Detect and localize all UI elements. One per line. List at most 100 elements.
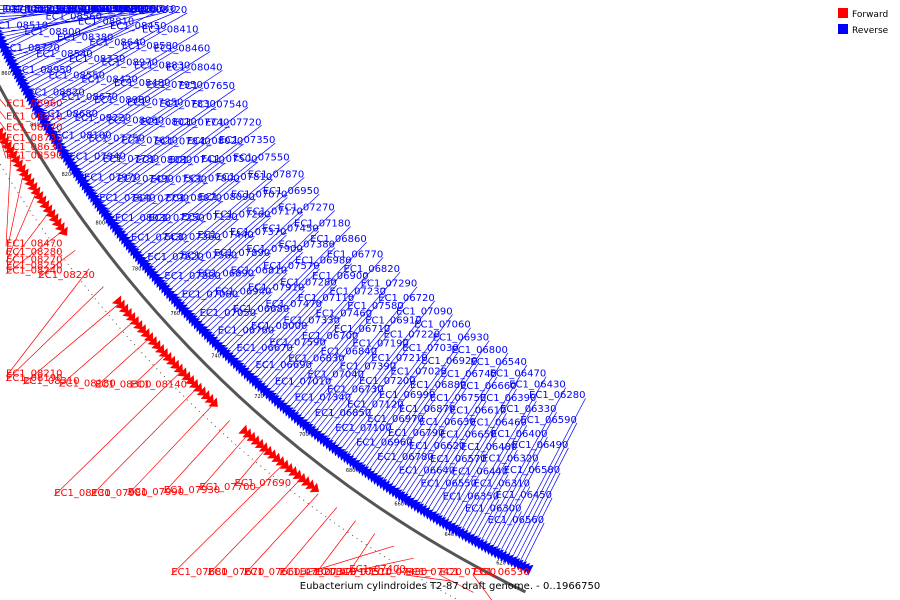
gene-leader-line: [25, 24, 135, 85]
ruler-dot: [239, 447, 241, 449]
gene-leader-line: [220, 294, 272, 346]
ruler-tick-label: 720 kbp: [254, 394, 274, 400]
reverse-gene-label: EC1_06760: [218, 326, 274, 337]
forward-gene-label: EC1_08630: [6, 142, 62, 153]
gene-leader-line: [80, 105, 184, 176]
reverse-gene-label: EC1_08220: [75, 113, 131, 124]
forward-gene-label: EC1_07480: [371, 567, 427, 578]
gene-leader-line: [40, 61, 126, 112]
reverse-gene-label: EC1_07910: [248, 282, 304, 293]
reverse-gene-label: EC1_06700: [302, 331, 358, 342]
gene-leader-line: [503, 398, 586, 555]
forward-gene-label: EC1_08730: [6, 133, 62, 144]
gene-leader-line: [274, 323, 341, 398]
forward-gene-block: [24, 177, 35, 187]
forward-gene-label: EC1_07670: [208, 567, 264, 578]
ruler-dot: [198, 410, 200, 413]
ruler-dot: [133, 343, 136, 346]
reverse-gene-label: EC1_07810: [216, 172, 272, 183]
gene-leader-line: [0, 8, 125, 13]
forward-gene-block: [30, 186, 41, 196]
gene-leader-line: [346, 314, 453, 456]
ruler-dot: [264, 469, 266, 471]
gene-leader-line: [264, 257, 384, 389]
gene-leader-line: [308, 308, 404, 426]
reverse-gene-label: EC1_06300: [465, 503, 521, 514]
reverse-gene-label: EC1_06960: [356, 438, 412, 449]
gene-leader-line: [0, 137, 7, 151]
reverse-gene-label: EC1_07890: [214, 248, 270, 259]
reverse-gene-label: EC1_07840: [154, 136, 210, 147]
reverse-gene-label: EC1_07870: [248, 169, 304, 180]
gene-leader-line: [36, 28, 167, 104]
gene-leader-line: [146, 200, 223, 264]
reverse-gene-label: EC1_06890: [198, 269, 254, 280]
ruler-dot: [356, 537, 358, 540]
gene-leader-line: [1, 11, 113, 38]
reverse-gene-label: EC1_06860: [310, 234, 366, 245]
gene-leader-line: [491, 461, 539, 549]
gene-leader-line: [281, 367, 313, 403]
reverse-gene-label: EC1_07500: [201, 154, 257, 165]
ruler-dot: [167, 379, 169, 382]
gene-leader-line: [140, 161, 258, 257]
gene-leader-line: [210, 231, 319, 337]
reverse-gene-label: EC1_07950: [146, 80, 202, 91]
forward-gene-label: EC1_08300: [95, 379, 151, 390]
reverse-gene-label: EC1_08940: [109, 4, 165, 15]
ruler-dot: [81, 281, 83, 283]
ruler-dot: [44, 232, 47, 234]
gene-leader-line: [258, 328, 308, 383]
reverse-gene-label: EC1_06430: [509, 380, 565, 391]
reverse-gene-label: EC1_06440: [452, 467, 508, 478]
gene-leader-line: [305, 286, 418, 423]
reverse-gene-label: EC1_08970: [101, 58, 157, 69]
ruler-dot: [175, 387, 177, 390]
genome-caption: Eubacterium cylindroides T2-87 draft gen…: [300, 581, 600, 592]
ruler-dot: [298, 496, 300, 498]
reverse-gene-label: EC1_06740: [441, 369, 497, 380]
ruler-dot: [70, 268, 73, 270]
gene-leader-line: [135, 220, 172, 250]
forward-gene-block: [0, 126, 4, 137]
ruler-dot: [112, 319, 114, 321]
forward-gene-label: EC1_07990: [128, 487, 184, 498]
gene-leader-line: [33, 12, 188, 100]
gene-leader-line: [0, 11, 38, 25]
gene-leader-line: [242, 333, 275, 368]
gene-leader-line: [393, 364, 479, 489]
reverse-gene-block: [0, 35, 6, 41]
gene-leader-line: [94, 338, 149, 388]
forward-gene-label: EC1_06530: [473, 567, 529, 578]
gene-leader-line: [58, 116, 99, 142]
gene-leader-line: [77, 87, 204, 172]
gene-leader-line: [118, 200, 156, 229]
gene-leader-line: [0, 11, 157, 30]
ruler-dot: [218, 429, 221, 431]
gene-callouts-layer: EC1_06530EC1_07320EC1_07420EC1_07480EC1_…: [0, 4, 586, 600]
ruler-dot: [370, 547, 372, 549]
gene-leader-line: [226, 226, 351, 352]
ruler-dot: [61, 254, 63, 257]
reverse-gene-label: EC1_06720: [378, 293, 434, 304]
reverse-gene-label: EC1_08830: [134, 61, 190, 72]
gene-leader-line: [75, 70, 223, 168]
gene-leader-line: [299, 545, 395, 576]
reverse-gene-label: EC1_06320: [482, 454, 538, 465]
gene-leader-line: [404, 435, 445, 497]
gene-leader-line: [70, 120, 132, 161]
gene-leader-line: [180, 237, 255, 304]
forward-gene-label: EC1_08190: [6, 373, 62, 384]
gene-leader-line: [0, 5, 147, 13]
ruler-dot: [156, 368, 158, 370]
gene-leader-line: [5, 268, 90, 377]
gene-leader-line: [364, 430, 393, 469]
forward-gene-label: EC1_07700: [199, 482, 255, 493]
reverse-gene-label: EC1_06800: [451, 345, 507, 356]
gene-leader-line: [23, 11, 156, 81]
gene-leader-line: [85, 141, 146, 183]
gene-leader-line: [127, 404, 214, 496]
reverse-gene-label: EC1_08550: [49, 70, 105, 81]
forward-gene-block: [39, 199, 50, 210]
gene-leader-line: [232, 268, 320, 358]
